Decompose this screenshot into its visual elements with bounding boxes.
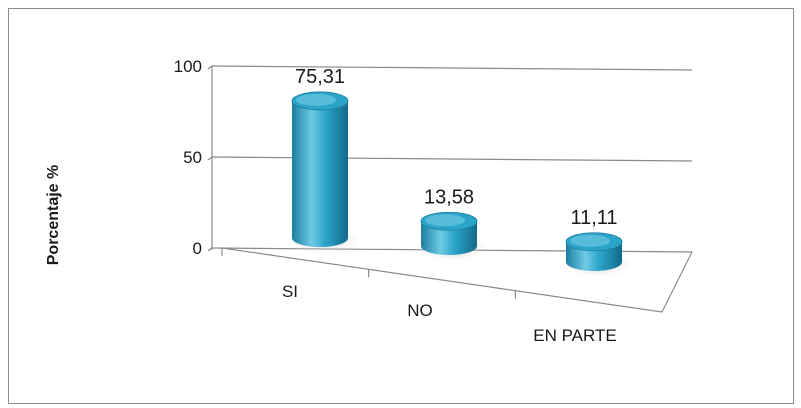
bar-en-parte (556, 232, 640, 279)
tick-mark (207, 65, 213, 70)
bar-no (411, 211, 495, 263)
gridline (211, 156, 693, 162)
x-tick-label: EN PARTE (533, 326, 616, 345)
data-label: 13,58 (424, 186, 474, 208)
bar-si (282, 91, 366, 255)
y-tick-label: 50 (183, 148, 202, 167)
y-tick-label: 100 (174, 57, 202, 76)
bar-top-highlight (296, 93, 336, 106)
labels: 0 50 100 75,31 13,58 11,11 SI NO EN PARTE (174, 57, 618, 345)
floor-right-edge (661, 251, 693, 313)
floor-front-edge (221, 247, 663, 313)
bar-top (291, 91, 349, 111)
x-tick-label: NO (407, 301, 433, 320)
data-label: 11,11 (570, 207, 617, 229)
y-tick-label: 0 (193, 239, 202, 258)
x-tick-label: SI (282, 282, 298, 301)
bar-top (420, 211, 478, 231)
gridline (211, 65, 693, 71)
axes (207, 65, 693, 313)
bar-top-highlight (570, 234, 610, 247)
bar-body (292, 100, 348, 248)
bar-body (421, 221, 477, 255)
chart-frame (8, 8, 794, 404)
data-label: 75,31 (295, 66, 345, 88)
bars (282, 91, 640, 279)
y-axis-label: Porcentaje % (45, 165, 62, 265)
tick-mark (207, 156, 213, 161)
bar-top (565, 232, 623, 252)
bar-top-highlight (425, 214, 465, 227)
tick-mark (207, 247, 213, 252)
